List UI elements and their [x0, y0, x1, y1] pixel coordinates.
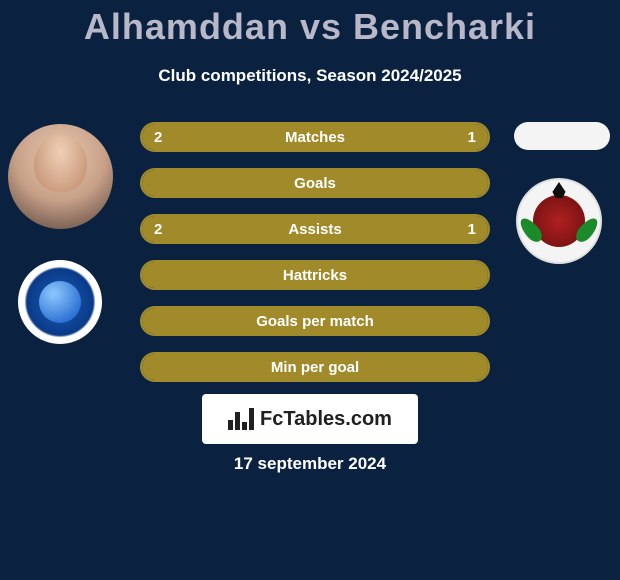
stat-value-left: 2	[154, 221, 162, 238]
player-right-avatar	[514, 122, 610, 150]
branding-text: FcTables.com	[260, 408, 392, 431]
date-label: 17 september 2024	[0, 454, 620, 474]
branding-badge: FcTables.com	[202, 394, 418, 444]
stat-value-right: 1	[468, 221, 476, 238]
stat-label: Goals per match	[256, 313, 374, 330]
stat-value-right: 1	[468, 129, 476, 146]
stats-bars: 2 1 Matches Goals 2 1 Assists Hattricks Goals pe…	[140, 122, 490, 398]
page-title: Alhamddan vs Bencharki	[0, 0, 620, 48]
stat-value-left: 2	[154, 129, 162, 146]
comparison-card: Alhamddan vs Bencharki Club competitions…	[0, 0, 620, 580]
stat-row: 2 1 Assists	[140, 214, 490, 244]
stat-row: Goals per match	[140, 306, 490, 336]
stat-row: Min per goal	[140, 352, 490, 382]
club-left-badge	[18, 260, 102, 344]
player-left-avatar	[8, 124, 113, 229]
stat-row: 2 1 Matches	[140, 122, 490, 152]
stat-label: Assists	[288, 221, 341, 238]
stat-row: Hattricks	[140, 260, 490, 290]
stat-label: Min per goal	[271, 359, 359, 376]
stat-row: Goals	[140, 168, 490, 198]
stat-label: Hattricks	[283, 267, 347, 284]
bar-chart-icon	[228, 408, 254, 430]
stat-label: Goals	[294, 175, 336, 192]
club-right-badge	[516, 178, 602, 264]
stat-label: Matches	[285, 129, 345, 146]
subtitle: Club competitions, Season 2024/2025	[0, 66, 620, 86]
